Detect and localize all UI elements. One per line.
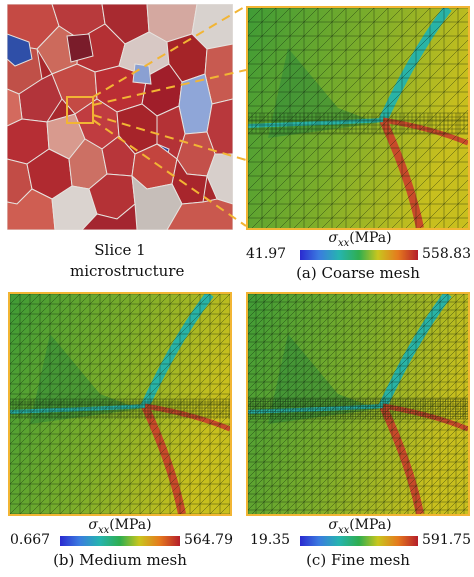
- coarse-colorbar-sub: xx: [337, 237, 350, 249]
- microstructure-image: [7, 4, 233, 230]
- medium-colorbar-unit: (MPa): [109, 517, 152, 533]
- fine-colorbar: [300, 536, 418, 546]
- mesh-lines: [10, 294, 230, 514]
- fine-mesh-plot: [246, 292, 470, 516]
- coarse-mesh-caption: (a) Coarse mesh: [296, 264, 420, 282]
- lower-boundary-band: [379, 404, 424, 514]
- mesh-lines: [248, 294, 468, 514]
- medium-colorbar-max: 564.79: [184, 532, 233, 548]
- coarse-colorbar-max: 558.83: [422, 246, 471, 262]
- lower-boundary-band: [141, 404, 186, 514]
- fine-colorbar-max: 591.75: [422, 532, 471, 548]
- coarse-mesh-plot: [246, 6, 470, 230]
- fine-colorbar-sub: xx: [337, 524, 350, 536]
- fine-colorbar-min: 19.35: [250, 532, 291, 548]
- fine-colorbar-var: σ: [328, 517, 338, 533]
- medium-colorbar-sub: xx: [97, 524, 110, 536]
- upper-boundary-band: [378, 294, 452, 408]
- mesh-lines: [248, 8, 468, 228]
- fine-colorbar-title: σxx(MPa): [300, 517, 420, 536]
- right-boundary-band: [382, 117, 468, 146]
- fine-colorbar-unit: (MPa): [349, 517, 392, 533]
- medium-mesh-plot: [8, 292, 232, 516]
- coarse-colorbar-title: σxx(MPa): [300, 230, 420, 249]
- microstructure-caption-line1: Slice 1: [94, 241, 146, 259]
- medium-colorbar-min: 0.667: [10, 532, 51, 548]
- coarse-colorbar: [300, 250, 418, 260]
- zoom-region-box: [66, 96, 94, 124]
- medium-colorbar-var: σ: [88, 517, 98, 533]
- coarse-colorbar-unit: (MPa): [349, 230, 392, 246]
- coarse-colorbar-var: σ: [328, 230, 338, 246]
- coarse-colorbar-min: 41.97: [246, 246, 287, 262]
- microstructure-caption: Slice 1 microstructure: [70, 240, 185, 282]
- fine-mesh-caption: (c) Fine mesh: [306, 551, 410, 569]
- microstructure-caption-line2: microstructure: [70, 262, 185, 280]
- medium-mesh-caption: (b) Medium mesh: [53, 551, 187, 569]
- medium-colorbar: [60, 536, 180, 546]
- medium-colorbar-title: σxx(MPa): [60, 517, 180, 536]
